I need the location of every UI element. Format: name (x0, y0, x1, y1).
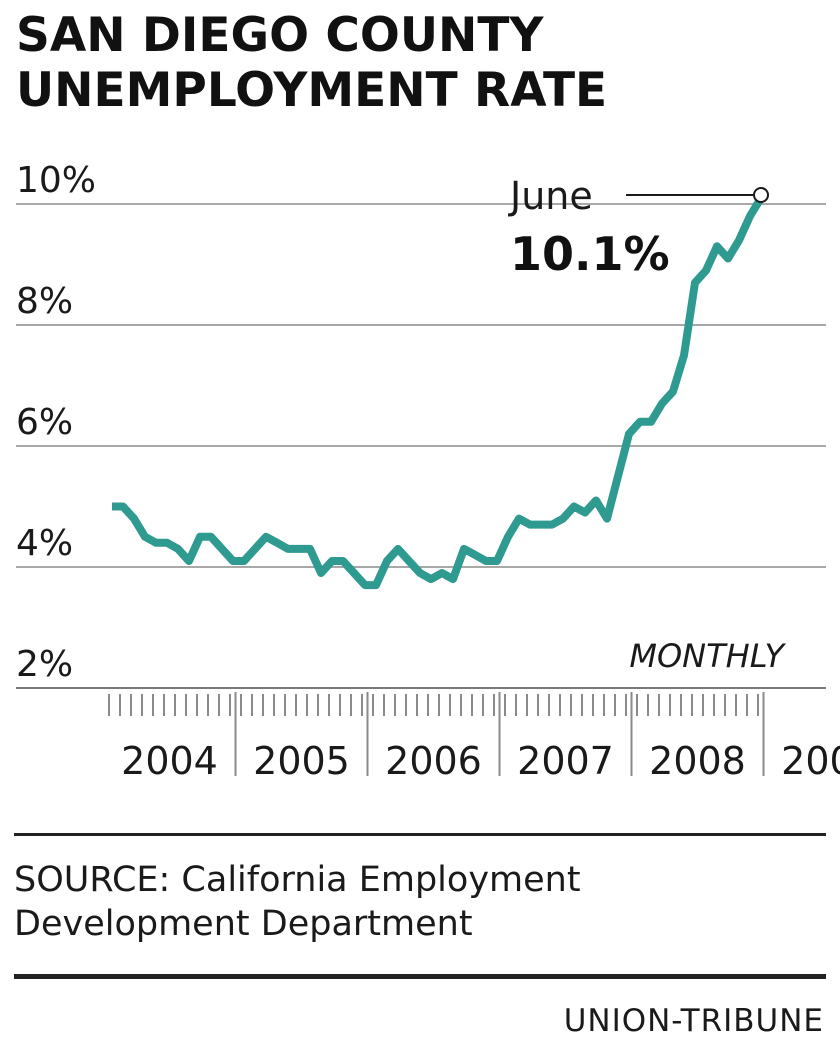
y-tick-label: 2% (16, 644, 73, 685)
divider-top (14, 833, 826, 836)
frequency-label: MONTHLY (629, 637, 786, 675)
source-note: SOURCE: California Employment Developmen… (14, 858, 814, 946)
annotation: June 10.1% (508, 174, 769, 281)
source-line-1: SOURCE: California Employment (14, 860, 581, 900)
x-year-label: 2006 (385, 739, 482, 783)
line-chart: 10% 8% 6% 4% 2% MONTHLY 2004 2005 2006 2007 2008… (16, 160, 840, 783)
y-axis-tick-labels: 10% 8% 6% 4% 2% (16, 160, 96, 685)
annotation-value-label: 10.1% (510, 227, 670, 281)
credit-label: UNION-TRIBUNE (563, 1003, 824, 1039)
chart-title-line-1: SAN DIEGO COUNTY (16, 8, 544, 63)
y-tick-label: 6% (16, 402, 73, 443)
chart-title-line-2: UNEMPLOYMENT RATE (16, 63, 608, 118)
x-axis: 2004 2005 2006 2007 2008 2009 (108, 692, 840, 783)
divider-bottom (14, 974, 826, 979)
y-tick-label: 10% (16, 160, 96, 201)
x-year-label: 2009 (781, 739, 840, 783)
annotation-month-label: June (508, 174, 593, 218)
y-tick-label: 4% (16, 523, 73, 564)
series-line-group (112, 195, 765, 590)
chart-title: SAN DIEGO COUNTY UNEMPLOYMENT RATE (16, 8, 826, 118)
x-year-label: 2005 (253, 739, 350, 783)
source-line-2: Development Department (14, 904, 473, 944)
x-year-label: 2008 (649, 739, 746, 783)
series-line (112, 195, 765, 590)
x-year-label: 2007 (517, 739, 614, 783)
y-tick-label: 8% (16, 281, 73, 322)
x-year-label: 2004 (121, 739, 218, 783)
latest-point-marker (753, 187, 769, 203)
